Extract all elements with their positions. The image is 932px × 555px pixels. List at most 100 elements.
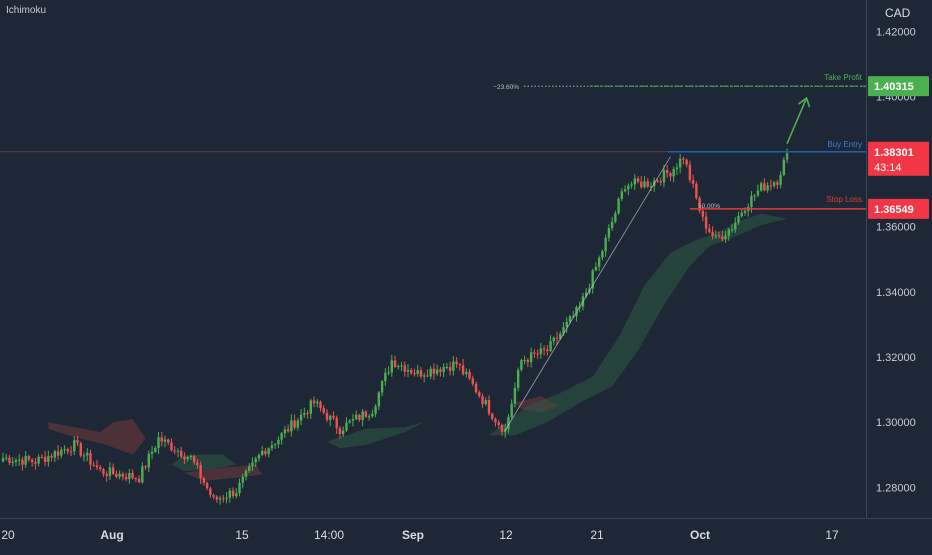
candle-body <box>160 437 163 442</box>
candle-body <box>721 236 724 240</box>
candle-body <box>500 424 504 432</box>
candle-body <box>118 473 121 477</box>
candle <box>231 487 235 499</box>
candle-body <box>429 368 432 377</box>
candle-body <box>248 466 251 471</box>
candle-body <box>261 450 264 455</box>
candle <box>144 464 147 471</box>
candle-body <box>724 235 727 240</box>
candle-body <box>445 366 449 368</box>
candle-body <box>167 439 170 443</box>
candle-body <box>63 449 66 451</box>
candle <box>419 367 423 379</box>
candle-body <box>128 472 131 480</box>
candle-body <box>329 415 332 420</box>
candle-body <box>66 449 69 452</box>
candle <box>283 426 287 438</box>
candle-body <box>95 465 99 468</box>
candle-body <box>202 478 206 483</box>
candle-body <box>643 181 646 188</box>
candle <box>640 175 643 189</box>
candle-body <box>458 364 462 366</box>
candle-body <box>585 292 588 297</box>
candle-body <box>656 180 659 182</box>
candle-body <box>348 420 351 423</box>
candle-body <box>180 450 183 457</box>
candle <box>426 369 429 378</box>
candle-body <box>254 458 257 463</box>
candle-body <box>474 383 478 393</box>
candle-body <box>131 472 134 479</box>
candle <box>413 368 416 377</box>
candle <box>546 345 549 356</box>
candle-body <box>89 453 92 465</box>
candle <box>89 449 92 471</box>
candle <box>69 446 73 457</box>
candle-body <box>186 457 189 460</box>
candle-body <box>772 182 776 186</box>
candle <box>565 317 568 333</box>
candle <box>222 494 225 503</box>
candle <box>636 176 640 184</box>
candle-body <box>147 453 150 468</box>
candle-body <box>267 448 270 455</box>
candle-body <box>82 455 86 457</box>
candle-body <box>510 403 513 418</box>
candle-body <box>484 400 487 405</box>
candle <box>241 473 244 489</box>
candle-body <box>727 229 730 236</box>
candle-body <box>322 408 325 413</box>
candle-body <box>610 221 614 229</box>
candle <box>763 178 766 192</box>
candle-body <box>76 440 79 444</box>
candle <box>299 409 303 426</box>
candle <box>704 211 708 234</box>
candle <box>510 399 513 419</box>
candle-body <box>235 493 238 497</box>
candle-body <box>523 359 526 361</box>
candle <box>303 407 306 418</box>
indicator-label[interactable]: Ichimoku <box>6 5 47 16</box>
candle-body <box>345 422 348 431</box>
candle-body <box>714 235 717 237</box>
candle <box>180 446 183 459</box>
candle-body <box>37 456 40 464</box>
candle <box>11 457 14 467</box>
candle <box>160 431 163 447</box>
candle-body <box>782 159 786 175</box>
candle <box>380 379 384 397</box>
candle-body <box>270 445 274 449</box>
candle <box>176 448 180 458</box>
candle <box>316 399 319 408</box>
candle-body <box>636 178 640 182</box>
candle <box>63 445 66 454</box>
buy-entry-badge <box>868 141 929 176</box>
candle <box>18 454 21 466</box>
candle <box>56 445 60 460</box>
candle-body <box>244 470 248 477</box>
candle <box>740 209 743 218</box>
candle <box>678 154 682 174</box>
candle-body <box>105 474 108 476</box>
candle <box>128 468 131 484</box>
candle <box>465 368 468 378</box>
candle <box>358 413 361 422</box>
candle <box>695 181 698 200</box>
candle-body <box>176 450 180 452</box>
candle-body <box>137 478 141 483</box>
candle-body <box>34 461 37 464</box>
candle <box>196 458 199 469</box>
candle-body <box>377 392 381 407</box>
candle <box>397 364 400 370</box>
fib-50-label: 50.00% <box>698 203 720 210</box>
candle-body <box>296 420 300 428</box>
candle-body <box>513 387 517 404</box>
candle-body <box>319 401 322 409</box>
candle-body <box>708 228 711 232</box>
candle-body <box>455 361 458 365</box>
candle-body <box>205 482 209 489</box>
candle-body <box>183 456 186 460</box>
candle-body <box>491 413 494 419</box>
